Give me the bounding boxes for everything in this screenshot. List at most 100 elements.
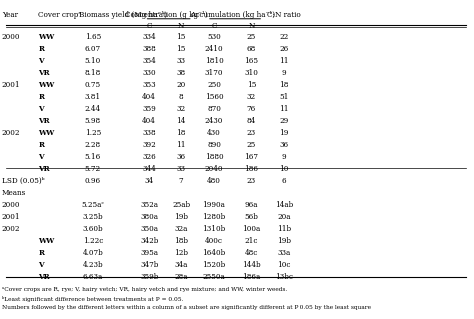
Text: 25ab: 25ab <box>172 201 190 209</box>
Text: 2.44: 2.44 <box>85 105 101 113</box>
Text: 4.23b: 4.23b <box>82 261 103 270</box>
Text: 9: 9 <box>282 69 286 77</box>
Text: 404: 404 <box>142 93 156 101</box>
Text: 76: 76 <box>247 105 256 113</box>
Text: Year: Year <box>2 11 18 19</box>
Text: 15: 15 <box>176 33 186 41</box>
Text: 6.63a: 6.63a <box>83 273 103 281</box>
Text: C:N ratio: C:N ratio <box>267 11 301 19</box>
Text: WW: WW <box>38 81 55 89</box>
Text: 5.25aᶜ: 5.25aᶜ <box>82 201 104 209</box>
Text: 18: 18 <box>176 129 186 137</box>
Text: VR: VR <box>38 69 50 77</box>
Text: Means: Means <box>2 189 26 197</box>
Text: 0.75: 0.75 <box>85 81 101 89</box>
Text: 400c: 400c <box>205 237 223 245</box>
Text: 3.25b: 3.25b <box>82 213 103 221</box>
Text: 5.72: 5.72 <box>85 165 101 173</box>
Text: ᵇLeast significant difference between treatments at P = 0.05.: ᵇLeast significant difference between tr… <box>2 296 183 302</box>
Text: 20a: 20a <box>277 213 291 221</box>
Text: 23: 23 <box>247 177 256 185</box>
Text: 1.65: 1.65 <box>85 33 101 41</box>
Text: 32: 32 <box>247 93 256 101</box>
Text: 84: 84 <box>247 117 256 125</box>
Text: 2040: 2040 <box>205 165 223 173</box>
Text: 22: 22 <box>279 33 289 41</box>
Text: WW: WW <box>38 237 55 245</box>
Text: 395a: 395a <box>140 249 158 257</box>
Text: R: R <box>38 45 45 53</box>
Text: 23: 23 <box>247 129 256 137</box>
Text: Numbers followed by the different letters within a column of a subset are signif: Numbers followed by the different letter… <box>2 305 371 309</box>
Text: 38: 38 <box>176 69 186 77</box>
Text: 14ab: 14ab <box>275 201 293 209</box>
Text: WW: WW <box>38 33 55 41</box>
Text: 388: 388 <box>142 45 156 53</box>
Text: 28a: 28a <box>174 273 188 281</box>
Text: 11: 11 <box>279 57 289 65</box>
Text: 33: 33 <box>177 57 186 65</box>
Text: 354: 354 <box>142 57 156 65</box>
Text: 350a: 350a <box>140 225 158 234</box>
Text: 430: 430 <box>207 129 221 137</box>
Text: 15: 15 <box>247 81 256 89</box>
Text: R: R <box>38 249 45 257</box>
Text: 4.07b: 4.07b <box>82 249 103 257</box>
Text: 404: 404 <box>142 117 156 125</box>
Text: Concentration (g kg⁻¹): Concentration (g kg⁻¹) <box>125 11 208 19</box>
Text: N: N <box>178 22 184 30</box>
Text: 359: 359 <box>142 105 156 113</box>
Text: Cover cropᵃ: Cover cropᵃ <box>37 11 81 19</box>
Text: 2000: 2000 <box>2 33 20 41</box>
Text: 18b: 18b <box>174 237 188 245</box>
Text: 0.96: 0.96 <box>85 177 101 185</box>
Text: 250: 250 <box>207 81 221 89</box>
Text: 18: 18 <box>279 81 289 89</box>
Text: 6.07: 6.07 <box>85 45 101 53</box>
Text: Accumulation (kg ha⁻¹): Accumulation (kg ha⁻¹) <box>190 11 275 19</box>
Text: 186: 186 <box>245 165 258 173</box>
Text: 32a: 32a <box>174 225 188 234</box>
Text: VR: VR <box>38 165 50 173</box>
Text: R: R <box>38 93 45 101</box>
Text: 33a: 33a <box>277 249 291 257</box>
Text: 34a: 34a <box>174 261 188 270</box>
Text: 7: 7 <box>179 177 183 185</box>
Text: 1640b: 1640b <box>202 249 226 257</box>
Text: 100a: 100a <box>242 225 261 234</box>
Text: 1520b: 1520b <box>202 261 226 270</box>
Text: 3.60b: 3.60b <box>82 225 103 234</box>
Text: 2410: 2410 <box>205 45 223 53</box>
Text: 96a: 96a <box>245 201 258 209</box>
Text: 1810: 1810 <box>205 57 223 65</box>
Text: 5.10: 5.10 <box>85 57 101 65</box>
Text: C: C <box>146 22 152 30</box>
Text: 68: 68 <box>247 45 256 53</box>
Text: V: V <box>38 105 44 113</box>
Text: 32: 32 <box>176 105 186 113</box>
Text: N: N <box>248 22 255 30</box>
Text: 20: 20 <box>176 81 186 89</box>
Text: 9: 9 <box>282 153 286 161</box>
Text: 11: 11 <box>176 141 186 149</box>
Text: 26: 26 <box>279 45 289 53</box>
Text: 530: 530 <box>207 33 221 41</box>
Text: 3.81: 3.81 <box>85 93 101 101</box>
Text: 33: 33 <box>177 165 186 173</box>
Text: 167: 167 <box>245 153 258 161</box>
Text: R: R <box>38 141 45 149</box>
Text: 2000: 2000 <box>2 201 20 209</box>
Text: LSD (0.05)ᵇ: LSD (0.05)ᵇ <box>2 177 45 185</box>
Text: 48c: 48c <box>245 249 258 257</box>
Text: 342b: 342b <box>140 237 158 245</box>
Text: 3170: 3170 <box>205 69 223 77</box>
Text: 2002: 2002 <box>2 129 20 137</box>
Text: 344: 344 <box>142 165 156 173</box>
Text: 330: 330 <box>142 69 156 77</box>
Text: V: V <box>38 57 44 65</box>
Text: 359b: 359b <box>140 273 158 281</box>
Text: 1560: 1560 <box>205 93 223 101</box>
Text: 5.98: 5.98 <box>85 117 101 125</box>
Text: 6: 6 <box>282 177 286 185</box>
Text: 25: 25 <box>247 33 256 41</box>
